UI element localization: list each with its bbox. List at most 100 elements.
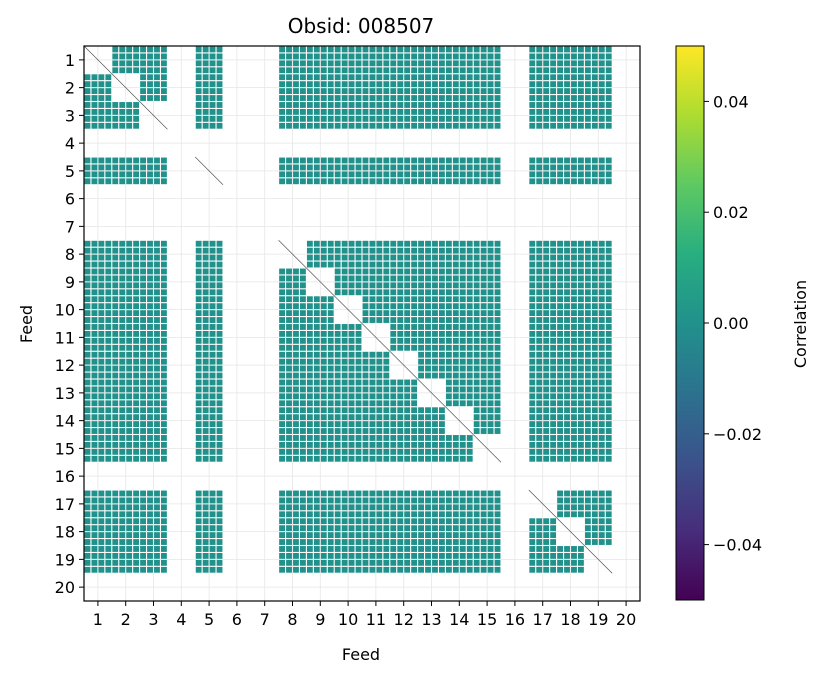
heatmap-cell <box>112 407 140 434</box>
heatmap-cell <box>473 407 501 434</box>
heatmap-cell <box>390 407 418 434</box>
heatmap-cell <box>557 74 584 101</box>
heatmap-cell <box>557 324 584 351</box>
heatmap-cell <box>418 407 445 434</box>
heatmap-cell <box>140 490 167 518</box>
heatmap-cell <box>195 46 223 74</box>
heatmap-cell <box>195 102 223 129</box>
heatmap-cell <box>195 518 223 545</box>
heatmap-cell <box>584 46 612 74</box>
diagonal-cell <box>417 378 446 407</box>
heatmap-cell <box>112 490 140 518</box>
heatmap-cell <box>334 407 362 434</box>
heatmap-cell <box>418 351 445 379</box>
heatmap-cell <box>557 435 584 462</box>
heatmap-cell <box>140 157 167 185</box>
heatmap-cell <box>84 268 112 296</box>
y-tick-label: 10 <box>55 301 75 320</box>
heatmap-cell <box>279 518 306 545</box>
heatmap-cell <box>306 435 334 462</box>
y-tick-label: 8 <box>65 245 75 264</box>
diagonal-cell <box>278 240 307 269</box>
colorbar-tick-label: −0.04 <box>713 536 762 555</box>
x-tick-label: 12 <box>394 610 414 629</box>
heatmap-cell <box>195 490 223 518</box>
heatmap-cell <box>195 435 223 462</box>
heatmap-cell <box>418 102 445 129</box>
diagonal-cell <box>139 101 168 130</box>
heatmap-cell <box>390 435 418 462</box>
heatmap-cell <box>473 102 501 129</box>
heatmap-cell <box>390 102 418 129</box>
heatmap-cell <box>445 351 473 379</box>
heatmap-cell <box>390 490 418 518</box>
heatmap-cell <box>390 240 418 268</box>
heatmap-cell <box>529 518 557 545</box>
heatmap-cell <box>390 546 418 573</box>
heatmap-cell <box>140 268 167 296</box>
heatmap-cell <box>473 518 501 545</box>
heatmap-cell <box>445 296 473 323</box>
x-tick-label: 9 <box>315 610 325 629</box>
heatmap-cell <box>306 407 334 434</box>
diagonal-cell <box>389 351 418 380</box>
heatmap-cell <box>529 240 557 268</box>
heatmap-cell <box>112 546 140 573</box>
heatmap-cell <box>445 490 473 518</box>
heatmap-cell <box>584 351 612 379</box>
heatmap-cell <box>584 74 612 101</box>
heatmap-cell <box>473 351 501 379</box>
colorbar <box>675 45 705 601</box>
heatmap-cell <box>84 490 112 518</box>
heatmap-cell <box>362 157 390 185</box>
heatmap-cell <box>84 546 112 573</box>
diagonal-cell <box>306 267 335 296</box>
heatmap-cell <box>584 435 612 462</box>
heatmap-cell <box>445 157 473 185</box>
heatmap-cell <box>195 240 223 268</box>
x-tick-label: 18 <box>560 610 580 629</box>
heatmap-cell <box>306 379 334 407</box>
heatmap-cell <box>84 407 112 434</box>
heatmap-cell <box>557 157 584 185</box>
heatmap-cell <box>334 490 362 518</box>
heatmap-cell <box>418 46 445 74</box>
heatmap-cell <box>306 490 334 518</box>
heatmap-cell <box>279 268 306 296</box>
heatmap-cell <box>584 268 612 296</box>
heatmap-cell <box>334 157 362 185</box>
y-tick-label: 9 <box>65 273 75 292</box>
heatmap-cell <box>84 518 112 545</box>
heatmap-cell <box>445 240 473 268</box>
heatmap-cell <box>362 102 390 129</box>
heatmap-cell <box>306 296 334 323</box>
heatmap-cell <box>306 546 334 573</box>
heatmap-cell <box>112 240 140 268</box>
heatmap-cell <box>84 74 112 101</box>
heatmap-cell <box>473 379 501 407</box>
heatmap-cell <box>306 157 334 185</box>
heatmap-cell <box>418 157 445 185</box>
x-tick-label: 2 <box>121 610 131 629</box>
x-tick-label: 11 <box>366 610 386 629</box>
heatmap-cell <box>390 74 418 101</box>
heatmap-cell <box>584 102 612 129</box>
y-tick-label: 5 <box>65 162 75 181</box>
heatmap-cell <box>112 157 140 185</box>
heatmap-cell <box>279 296 306 323</box>
heatmap-cell <box>529 435 557 462</box>
heatmap-cell <box>279 351 306 379</box>
y-tick-label: 7 <box>65 217 75 236</box>
heatmap-cell <box>334 518 362 545</box>
heatmap-cell <box>557 296 584 323</box>
heatmap-cell <box>362 518 390 545</box>
heatmap-cell <box>306 46 334 74</box>
heatmap-cell <box>390 46 418 74</box>
heatmap-cell <box>390 379 418 407</box>
x-tick-label: 20 <box>616 610 636 629</box>
heatmap-cell <box>445 74 473 101</box>
heatmap-cell <box>112 46 140 74</box>
heatmap-cell <box>445 46 473 74</box>
y-axis-label: Feed <box>17 305 36 343</box>
heatmap-cell <box>445 546 473 573</box>
